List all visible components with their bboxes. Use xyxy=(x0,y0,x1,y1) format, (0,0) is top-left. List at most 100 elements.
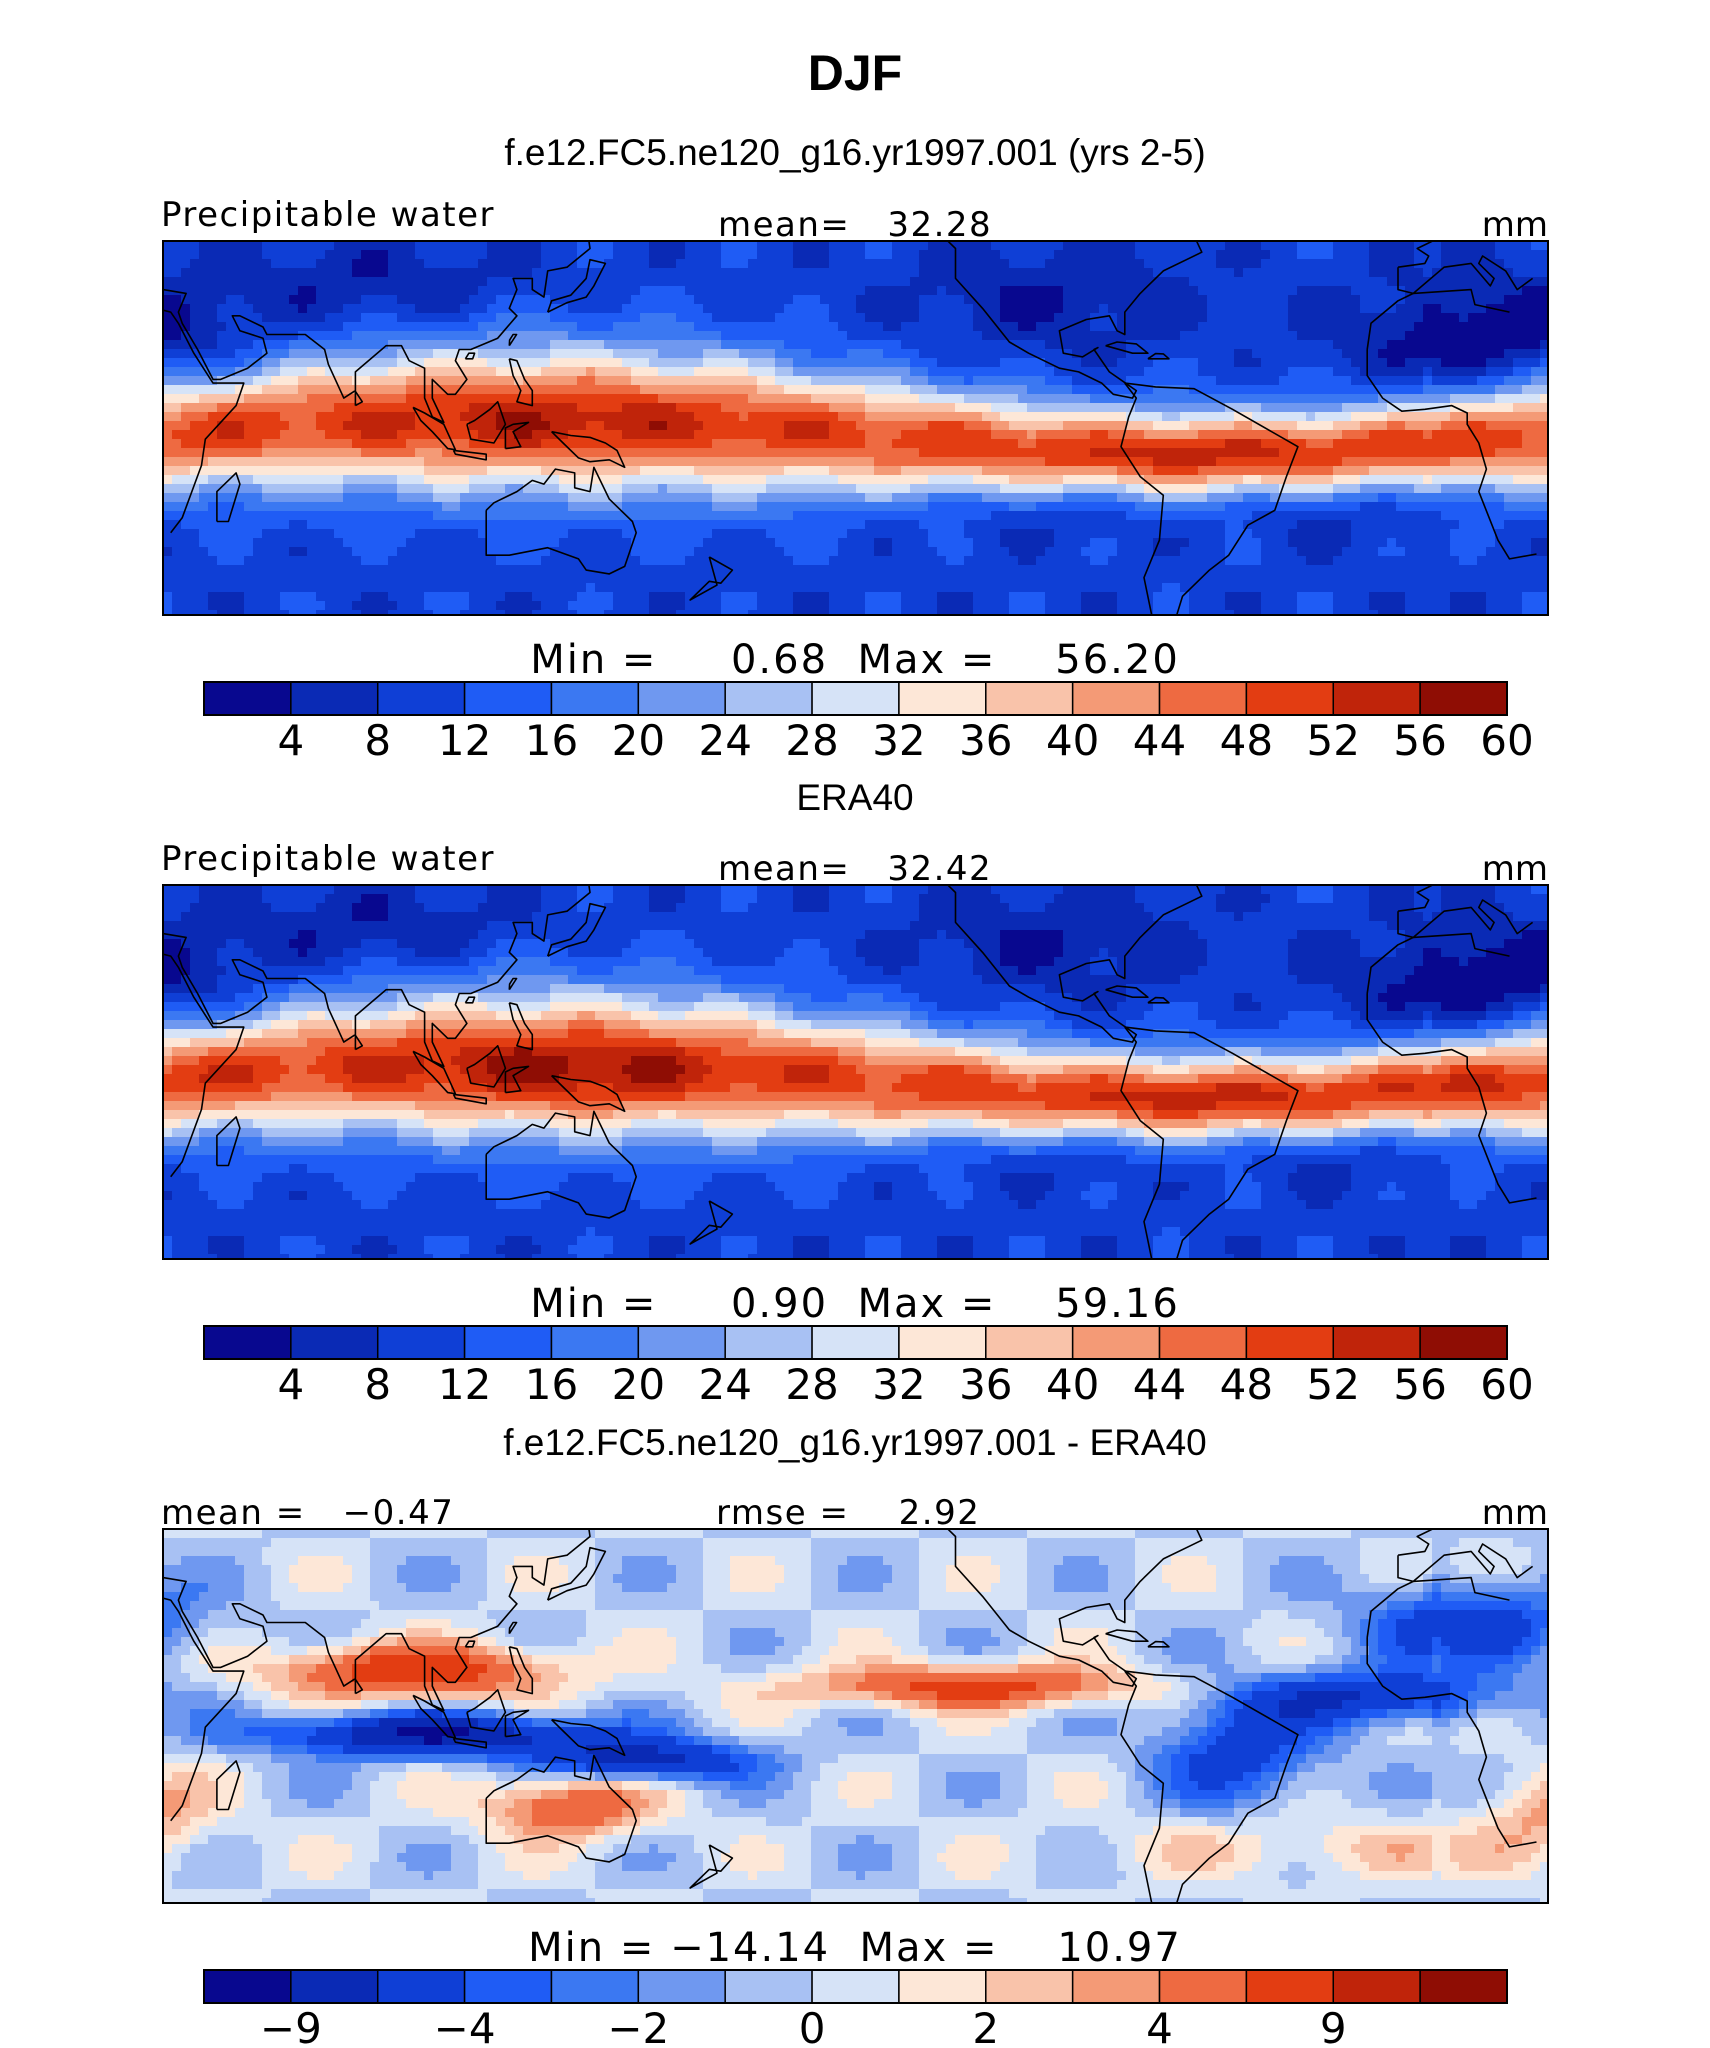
map-cell xyxy=(370,466,380,476)
map-cell xyxy=(1297,466,1307,476)
map-cell xyxy=(658,484,668,494)
map-cell xyxy=(856,259,866,269)
map-cell xyxy=(1432,313,1442,323)
map-cell xyxy=(1045,493,1055,503)
map-cell xyxy=(370,331,380,341)
map-cell xyxy=(253,322,263,332)
map-cell xyxy=(1126,412,1136,422)
map-cell xyxy=(1108,277,1118,287)
map-cell xyxy=(1315,484,1325,494)
map-cell xyxy=(442,367,452,377)
map-cell xyxy=(775,241,785,251)
map-cell xyxy=(415,529,425,539)
map-cell xyxy=(442,358,452,368)
map-cell xyxy=(1540,511,1548,521)
map-cell xyxy=(1234,277,1244,287)
map-cell xyxy=(1504,331,1514,341)
map-cell xyxy=(1495,430,1505,440)
map-cell xyxy=(721,475,731,485)
map-cell xyxy=(451,295,461,305)
map-cell xyxy=(1000,430,1010,440)
map-cell xyxy=(748,511,758,521)
map-cell xyxy=(226,340,236,350)
map-cell xyxy=(613,493,623,503)
map-cell xyxy=(1117,394,1127,404)
map-cell xyxy=(1279,502,1289,512)
map-cell xyxy=(1009,313,1019,323)
map-cell xyxy=(964,511,974,521)
map-cell xyxy=(622,304,632,314)
map-cell xyxy=(1279,286,1289,296)
map-cell xyxy=(1135,520,1145,530)
map-cell xyxy=(1369,367,1379,377)
map-cell xyxy=(784,304,794,314)
map-cell xyxy=(442,502,452,512)
map-cell xyxy=(379,403,389,413)
map-cell xyxy=(1009,349,1019,359)
map-cell xyxy=(334,457,344,467)
map-cell xyxy=(406,484,416,494)
map-cell xyxy=(190,304,200,314)
map-cell xyxy=(1000,466,1010,476)
map-cell xyxy=(946,403,956,413)
map-cell xyxy=(1342,475,1352,485)
map-cell xyxy=(1045,466,1055,476)
map-cell xyxy=(424,322,434,332)
map-cell xyxy=(496,241,506,251)
map-cell xyxy=(1432,394,1442,404)
map-cell xyxy=(595,520,605,530)
map-cell xyxy=(1324,340,1334,350)
map-cell xyxy=(676,322,686,332)
map-cell xyxy=(361,259,371,269)
map-cell xyxy=(892,241,902,251)
map-cell xyxy=(1288,466,1298,476)
map-cell xyxy=(928,295,938,305)
map-cell xyxy=(901,286,911,296)
map-cell xyxy=(937,376,947,386)
map-cell xyxy=(541,502,551,512)
map-cell xyxy=(190,403,200,413)
map-cell xyxy=(1054,430,1064,440)
map-cell xyxy=(1486,421,1496,431)
map-cell xyxy=(541,376,551,386)
map-cell xyxy=(1450,502,1460,512)
map-cell xyxy=(1531,358,1541,368)
map-cell xyxy=(1162,475,1172,485)
map-cell xyxy=(442,304,452,314)
map-cell xyxy=(964,493,974,503)
map-cell xyxy=(1099,385,1109,395)
map-cell xyxy=(856,295,866,305)
map-cell xyxy=(523,286,533,296)
map-cell xyxy=(514,295,524,305)
map-cell xyxy=(1324,502,1334,512)
map-cell xyxy=(1162,430,1172,440)
map-cell xyxy=(523,484,533,494)
map-cell xyxy=(235,439,245,449)
map-cell xyxy=(541,520,551,530)
map-cell xyxy=(388,295,398,305)
map-cell xyxy=(1396,484,1406,494)
map-cell xyxy=(928,502,938,512)
map-cell xyxy=(1396,358,1406,368)
map-cell xyxy=(352,475,362,485)
map-cell xyxy=(1045,412,1055,422)
map-cell xyxy=(343,403,353,413)
map-cell xyxy=(379,448,389,458)
map-cell xyxy=(955,493,965,503)
map-cell xyxy=(316,358,326,368)
map-cell xyxy=(172,493,182,503)
map-cell xyxy=(442,268,452,278)
map-cell xyxy=(451,286,461,296)
map-cell xyxy=(334,241,344,251)
map-cell xyxy=(1234,340,1244,350)
map-cell xyxy=(370,376,380,386)
map-cell xyxy=(379,511,389,521)
map-cell xyxy=(1342,295,1352,305)
map-cell xyxy=(262,313,272,323)
map-cell xyxy=(640,349,650,359)
map-cell xyxy=(1234,475,1244,485)
map-cell xyxy=(622,520,632,530)
map-cell xyxy=(1450,367,1460,377)
map-cell xyxy=(1459,412,1469,422)
map-cell xyxy=(991,286,1001,296)
